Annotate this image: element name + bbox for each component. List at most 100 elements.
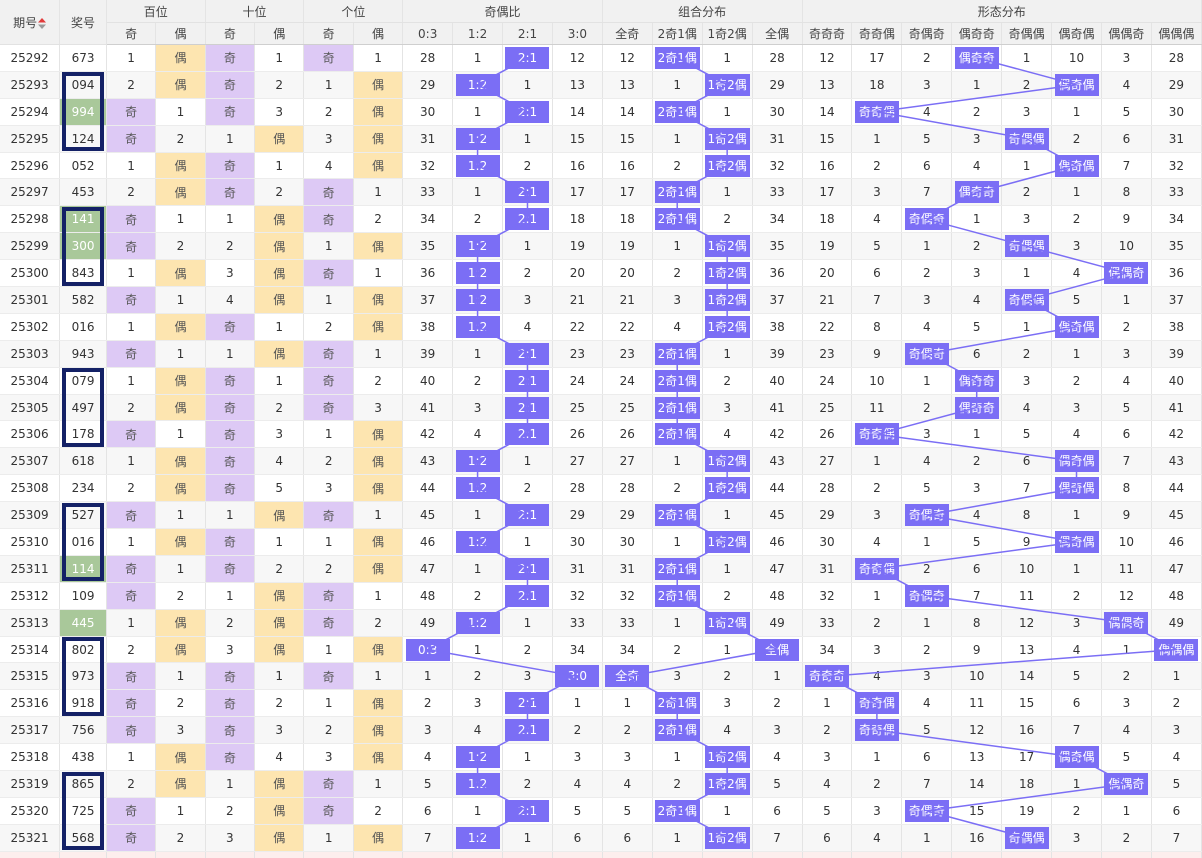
number-cell: 300: [59, 232, 107, 261]
digit-cell: 偶: [353, 716, 404, 745]
preselect-option[interactable]: 1奇2偶: [702, 850, 753, 858]
digit-cell: 奇: [204, 716, 256, 745]
miss-count-cell: 2: [851, 474, 903, 503]
miss-count-cell: 35: [402, 232, 454, 261]
hit-marker: 1奇2偶: [704, 127, 750, 150]
digit-cell: 奇: [105, 286, 157, 314]
miss-count-cell: 10: [951, 662, 1003, 691]
issue-column-header[interactable]: 期号: [0, 0, 61, 45]
digit-cell: 奇: [105, 232, 157, 261]
preselect-option[interactable]: 偶奇奇: [951, 850, 1003, 858]
hit-cell: 2:1: [502, 44, 553, 72]
highlight-box: [61, 771, 105, 851]
miss-count-cell: 2: [452, 205, 504, 234]
preselect-option[interactable]: 奇奇奇: [801, 850, 853, 858]
preselect-option[interactable]: 奇偶偶: [1001, 850, 1053, 858]
miss-count-cell: 31: [601, 555, 653, 583]
miss-count-cell: 49: [752, 609, 803, 637]
miss-count-cell: 38: [1151, 312, 1202, 341]
miss-count-cell: 31: [402, 125, 454, 153]
preselect-option[interactable]: 偶: [254, 850, 305, 858]
preselect-option[interactable]: 2:1: [502, 850, 553, 858]
preselect-option[interactable]: 偶: [353, 850, 404, 858]
miss-count-cell: 30: [552, 528, 603, 556]
miss-count-cell: 1: [1001, 312, 1053, 341]
miss-count-cell: 1: [502, 232, 553, 261]
miss-count-cell: 4: [901, 312, 953, 341]
preselect-option[interactable]: 奇偶奇: [901, 850, 953, 858]
hit-marker: 1奇2偶: [704, 73, 750, 96]
miss-count-cell: 3: [851, 636, 903, 664]
miss-count-cell: 16: [951, 824, 1003, 852]
miss-count-cell: 36: [752, 259, 803, 288]
miss-count-cell: 15: [951, 797, 1003, 825]
preselect-row[interactable]: 预选行1-奇偶奇偶奇偶0:31:22:13:0全奇2奇1偶1奇2偶全偶奇奇奇奇奇…: [0, 850, 1202, 858]
miss-count-cell: 14: [951, 770, 1003, 798]
digit-cell: 奇: [204, 447, 256, 476]
preselect-option[interactable]: 0:3: [402, 850, 454, 858]
hit-cell: 1奇2偶: [702, 232, 753, 261]
preselect-option[interactable]: 全奇: [601, 850, 653, 858]
digit-cell: 1: [105, 312, 157, 341]
preselect-option[interactable]: 偶偶奇: [1101, 850, 1152, 858]
miss-count-cell: 1: [502, 447, 553, 476]
miss-count-cell: 31: [1151, 125, 1202, 153]
miss-count-cell: 1: [801, 689, 853, 718]
hit-marker: 偶偶奇: [1104, 262, 1149, 285]
digit-cell: 奇: [303, 205, 354, 234]
miss-count-cell: 1: [652, 71, 703, 99]
miss-count-cell: 1: [1151, 662, 1202, 691]
miss-count-cell: 45: [402, 501, 454, 530]
preselect-option[interactable]: 全偶: [752, 850, 803, 858]
sub-header: 偶偶偶: [1151, 22, 1202, 45]
preselect-option[interactable]: 奇: [204, 850, 256, 858]
hit-cell: 2:1: [502, 555, 553, 583]
miss-count-cell: 12: [1101, 581, 1152, 610]
miss-count-cell: 6: [1051, 689, 1102, 718]
digit-cell: 奇: [204, 743, 256, 772]
preselect-option[interactable]: 偶: [155, 850, 206, 858]
digit-cell: 2: [254, 394, 305, 422]
preselect-option[interactable]: 奇奇偶: [851, 850, 903, 858]
miss-count-cell: 36: [402, 259, 454, 288]
preselect-option[interactable]: 1:2: [452, 850, 504, 858]
hit-cell: 2:1: [502, 797, 553, 825]
table-row: 25294 994 奇 1 奇 3 2 偶 30 1 2:1 14 14 2奇1偶 1 30 14 奇奇偶 4 2 3 1…: [0, 98, 1202, 126]
hit-marker: 2:1: [505, 208, 550, 231]
miss-count-cell: 9: [951, 636, 1003, 664]
miss-count-cell: 49: [1151, 609, 1202, 637]
preselect-option[interactable]: 奇: [303, 850, 354, 858]
sub-header: 偶奇偶: [1051, 22, 1102, 45]
hit-marker: 1奇2偶: [704, 235, 750, 258]
miss-count-cell: 3: [702, 689, 753, 718]
sort-icon[interactable]: [38, 17, 47, 29]
miss-count-cell: 31: [752, 125, 803, 153]
hit-cell: 1:2: [452, 474, 504, 503]
preselect-option[interactable]: 偶奇偶: [1051, 850, 1102, 858]
preselect-option[interactable]: 3:0: [552, 850, 603, 858]
miss-count-cell: 4: [402, 743, 454, 772]
miss-count-cell: 14: [552, 98, 603, 126]
preselect-option[interactable]: 偶偶偶: [1151, 850, 1202, 858]
miss-count-cell: 1: [552, 689, 603, 718]
preselect-option[interactable]: 奇: [105, 850, 157, 858]
digit-cell: 1: [155, 662, 206, 691]
miss-count-cell: 9: [851, 340, 903, 368]
digit-cell: 偶: [353, 312, 404, 341]
table-row: 25310 016 1 偶奇 1 1 偶 46 1:2 1 30 30 1 1奇2偶 46 30 4 1 5 9 偶奇偶…: [0, 528, 1202, 556]
hit-cell: 1:2: [452, 447, 504, 476]
miss-count-cell: 1: [652, 824, 703, 852]
digit-cell: 1: [303, 528, 354, 556]
miss-count-cell: 32: [1151, 152, 1202, 180]
preselect-option[interactable]: 2奇1偶: [652, 850, 703, 858]
miss-count-cell: 6: [552, 824, 603, 852]
hit-marker: 偶奇奇: [954, 46, 999, 69]
miss-count-cell: 47: [402, 555, 454, 583]
miss-count-cell: 37: [1151, 286, 1202, 314]
digit-cell: 奇: [303, 44, 354, 72]
miss-count-cell: 3: [1001, 367, 1053, 395]
digit-cell: 奇: [204, 367, 256, 395]
digit-cell: 偶: [353, 555, 404, 583]
hit-cell: 偶偶奇: [1101, 770, 1152, 798]
